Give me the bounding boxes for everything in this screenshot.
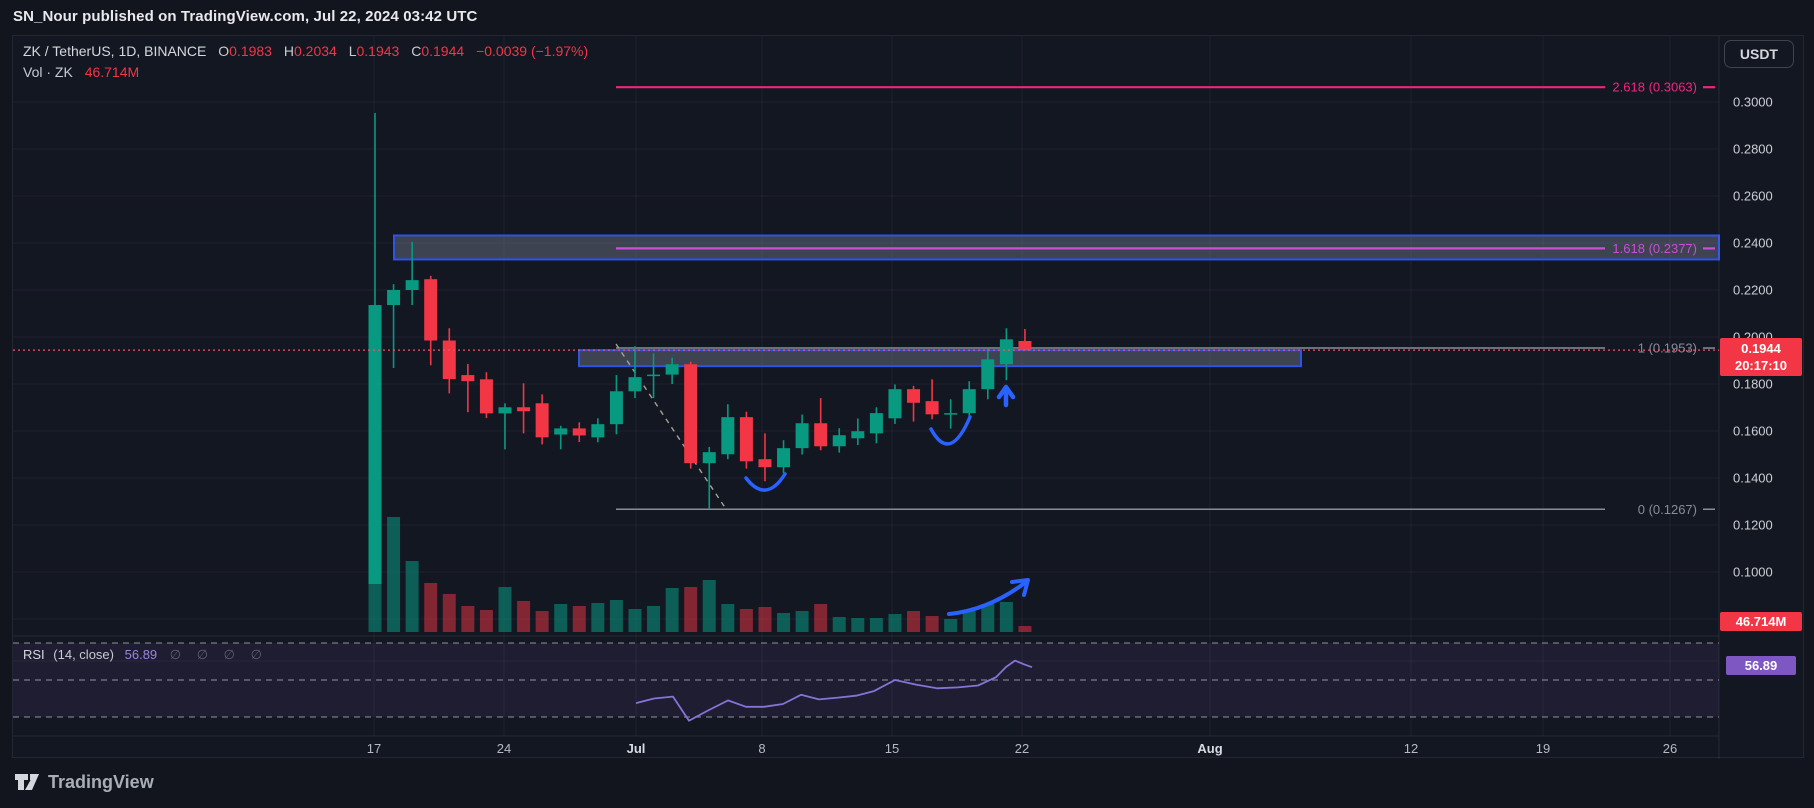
svg-text:0.2200: 0.2200 [1733, 283, 1773, 298]
chart-container: 2.618 (0.3063) 1.618 (0.2377) 1 (0.1953) 0 … [12, 35, 1805, 759]
svg-text:0.1400: 0.1400 [1733, 471, 1773, 486]
volume-label[interactable]: Vol · ZK [23, 64, 73, 80]
candle-countdown: 20:17:10 [1734, 358, 1788, 373]
svg-text:2.618 (0.3063): 2.618 (0.3063) [1612, 80, 1697, 95]
rsi-label[interactable]: RSI [23, 647, 45, 662]
close-label: C [411, 43, 422, 59]
svg-text:17: 17 [367, 741, 381, 756]
rsi-value: 56.89 [124, 647, 158, 662]
last-price-badge: 0.1944 20:17:10 [1720, 338, 1802, 376]
high-label: H [283, 43, 294, 59]
svg-text:0.2800: 0.2800 [1733, 142, 1773, 157]
publish-line: SN_Nour published on TradingView.com, Ju… [13, 8, 478, 25]
legend-row-ohlc: ZK / TetherUS, 1D, BINANCE O0.1983 H0.20… [23, 41, 588, 62]
tradingview-wordmark: TradingView [48, 771, 154, 792]
symbol-legend: ZK / TetherUS, 1D, BINANCE O0.1983 H0.20… [23, 41, 588, 83]
high-value: 0.2034 [293, 43, 337, 59]
close-value: 0.1944 [421, 43, 465, 59]
currency-toggle-button[interactable]: USDT [1723, 40, 1794, 68]
svg-text:0.1000: 0.1000 [1733, 565, 1773, 580]
svg-text:1 (0.1953): 1 (0.1953) [1638, 341, 1697, 356]
svg-text:0.3000: 0.3000 [1733, 95, 1773, 110]
svg-text:Jul: Jul [627, 741, 646, 756]
low-label: L [348, 43, 357, 59]
svg-text:0.1600: 0.1600 [1733, 424, 1773, 439]
tradingview-logo-icon [15, 774, 39, 790]
svg-text:0.2400: 0.2400 [1733, 236, 1773, 251]
svg-text:15: 15 [885, 741, 899, 756]
svg-text:0.2600: 0.2600 [1733, 189, 1773, 204]
publish-bar: SN_Nour published on TradingView.com, Ju… [0, 0, 1814, 35]
svg-text:0.1200: 0.1200 [1733, 518, 1773, 533]
svg-text:0.1800: 0.1800 [1733, 377, 1773, 392]
svg-text:1.618 (0.2377): 1.618 (0.2377) [1612, 241, 1697, 256]
footer-bar: TradingView [0, 758, 1814, 808]
svg-text:0 (0.1267): 0 (0.1267) [1638, 502, 1697, 517]
svg-text:12: 12 [1404, 741, 1418, 756]
svg-text:22: 22 [1015, 741, 1029, 756]
rsi-legend: RSI (14, close) 56.89 ∅ ∅ ∅ ∅ [23, 647, 268, 663]
last-price-value: 0.1944 [1741, 341, 1781, 356]
rsi-axis-badge: 56.89 [1726, 656, 1796, 675]
svg-text:26: 26 [1663, 741, 1677, 756]
svg-text:Aug: Aug [1197, 741, 1222, 756]
change-value: −0.0039 (−1.97%) [476, 43, 589, 59]
chart-canvas[interactable]: 2.618 (0.3063) 1.618 (0.2377) 1 (0.1953) 0 … [13, 36, 1805, 759]
tradingview-logo[interactable]: TradingView [14, 770, 154, 794]
open-value: 0.1983 [229, 43, 272, 59]
open-label: O [218, 43, 230, 59]
svg-text:8: 8 [758, 741, 765, 756]
svg-text:19: 19 [1536, 741, 1550, 756]
legend-row-volume: Vol · ZK 46.714M [23, 62, 588, 83]
low-value: 0.1943 [356, 43, 400, 59]
volume-value: 46.714M [84, 64, 140, 80]
rsi-empty-slots: ∅ ∅ ∅ ∅ [169, 647, 268, 662]
volume-axis-badge: 46.714M [1720, 612, 1802, 631]
svg-text:24: 24 [497, 741, 511, 756]
symbol-title[interactable]: ZK / TetherUS, 1D, BINANCE [23, 43, 207, 59]
rsi-params: (14, close) [53, 647, 114, 662]
